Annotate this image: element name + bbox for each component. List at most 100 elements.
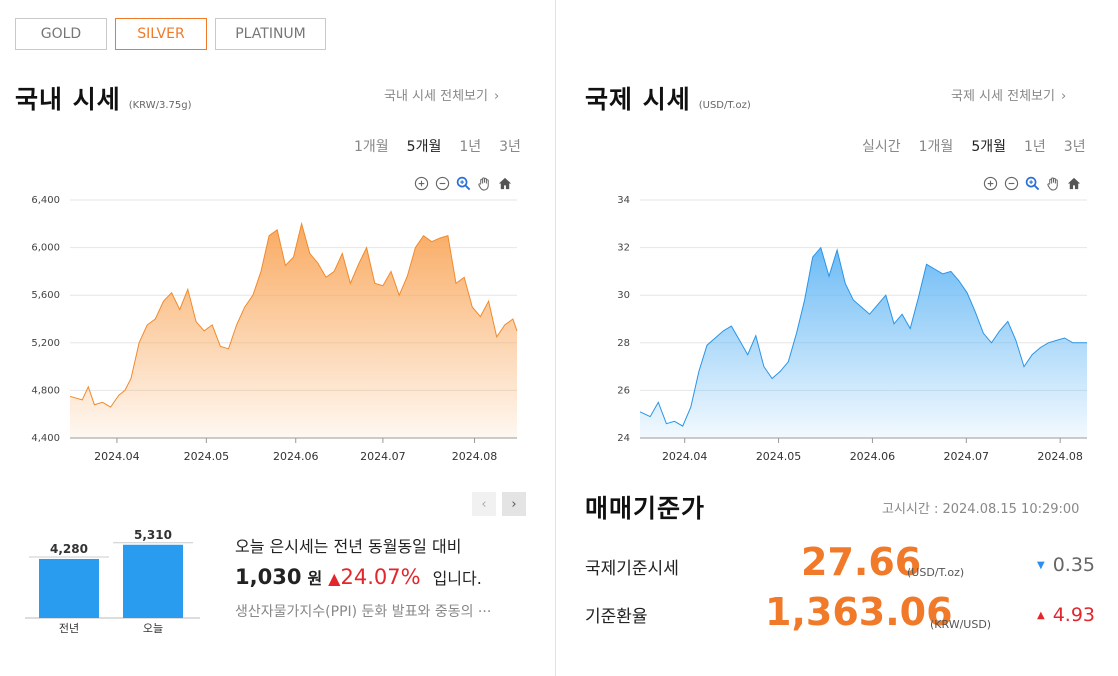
international-view-all-label: 국제 시세 전체보기 [951, 89, 1055, 104]
tab-intl-realtime[interactable]: 실시간 [862, 139, 901, 155]
international-series-line [639, 246, 1087, 427]
prev-arrow-icon[interactable]: ‹ [472, 492, 496, 516]
x-tick-label: 2024.08 [452, 450, 498, 463]
domestic-chart-tools [413, 175, 513, 191]
row-label: 기준환율 [585, 607, 648, 627]
tab-silver[interactable]: SILVER [115, 18, 207, 50]
y-tick-label: 32 [617, 243, 630, 254]
y-tick-label: 4,400 [31, 433, 60, 444]
domestic-view-all-link[interactable]: 국내 시세 전체보기 › [384, 85, 499, 104]
y-tick-label: 30 [617, 290, 630, 301]
domestic-header: 국내 시세 (KRW/3.75g) [15, 80, 192, 116]
international-view-all-link[interactable]: 국제 시세 전체보기 › [951, 85, 1066, 104]
comparison-pager: ‹ › [472, 492, 526, 516]
zoom-out-icon[interactable] [434, 175, 450, 191]
bar [123, 544, 183, 618]
row-change: ▲ 4.93 [1037, 604, 1095, 626]
y-tick-label: 34 [617, 195, 630, 206]
x-tick-label: 2024.04 [662, 450, 708, 463]
row-change-value: 4.93 [1052, 604, 1095, 626]
diff-tail: 입니다. [432, 569, 482, 588]
domestic-period-tabs: 1개월 5개월 1년 3년 [354, 136, 521, 156]
tab-intl-1m[interactable]: 1개월 [918, 139, 954, 155]
row-unit: (USD/T.oz) [907, 566, 965, 579]
international-price-chart[interactable]: 24 26 28 30 32 34 2024.04 2024.05 2024.06 2024.07… [585, 185, 1105, 475]
diff-percent-value: 24.07% [340, 565, 421, 589]
row-unit: (KRW/USD) [930, 618, 992, 631]
x-tick-label: 2024.06 [850, 450, 896, 463]
bar-category-label: 오늘 [143, 622, 163, 635]
tab-gold[interactable]: GOLD [15, 18, 107, 50]
reset-home-icon[interactable] [497, 175, 513, 191]
y-tick-label: 24 [617, 433, 630, 444]
tab-intl-5m[interactable]: 5개월 [971, 139, 1006, 155]
domestic-unit: (KRW/3.75g) [128, 100, 192, 111]
base-price-row-exchange: 기준환율 1,363.06 (KRW/USD) ▲ 4.93 [585, 590, 1095, 640]
diff-percent: ▲24.07% [328, 565, 420, 589]
y-tick-label: 28 [617, 338, 630, 349]
year-compare-chart: 4,280 전년 5,310 오늘 [25, 528, 200, 635]
y-tick-label: 5,200 [31, 338, 60, 349]
domestic-title: 국내 시세 [15, 85, 121, 114]
international-period-tabs: 실시간 1개월 5개월 1년 3년 [862, 136, 1086, 156]
reset-home-icon[interactable] [1066, 175, 1082, 191]
zoom-select-icon[interactable] [455, 175, 471, 191]
base-price-row-international: 국제기준시세 27.66 (USD/T.oz) ▼ 0.35 [585, 540, 1095, 590]
zoom-out-icon[interactable] [1003, 175, 1019, 191]
pan-hand-icon[interactable] [1045, 175, 1061, 191]
bar-category-label: 전년 [59, 622, 79, 635]
news-headline-link[interactable]: 생산자물가지수(PPI) 둔화 발표와 중동의 ··· [235, 604, 492, 620]
x-tick-label: 2024.07 [360, 450, 406, 463]
zoom-in-icon[interactable] [413, 175, 429, 191]
y-tick-label: 26 [617, 385, 630, 396]
metal-tabs: GOLD SILVER PLATINUM [15, 18, 326, 50]
row-change: ▼ 0.35 [1037, 554, 1095, 576]
notice-time: 고시시간 : 2024.08.15 10:29:00 [882, 502, 1080, 517]
zoom-in-icon[interactable] [982, 175, 998, 191]
domestic-view-all-label: 국내 시세 전체보기 [384, 89, 488, 104]
international-series-area [640, 247, 1087, 438]
chevron-right-icon: › [1060, 89, 1067, 104]
pan-hand-icon[interactable] [476, 175, 492, 191]
chevron-right-icon: › [493, 89, 500, 104]
tab-intl-3y[interactable]: 3년 [1063, 139, 1086, 155]
x-tick-label: 2024.08 [1037, 450, 1083, 463]
row-label: 국제기준시세 [585, 559, 679, 579]
y-tick-label: 6,400 [31, 195, 60, 206]
international-unit: (USD/T.oz) [698, 100, 751, 111]
y-tick-label: 6,000 [31, 243, 60, 254]
zoom-select-icon[interactable] [1024, 175, 1040, 191]
bar-value-label: 5,310 [134, 528, 172, 542]
international-title: 국제 시세 [585, 85, 691, 114]
comparison-line: 오늘 은시세는 전년 동월동일 대비 [235, 537, 462, 556]
down-triangle-icon: ▼ [1036, 559, 1045, 571]
x-tick-label: 2024.05 [756, 450, 802, 463]
diff-amount: 1,030 [235, 565, 302, 589]
row-change-value: 0.35 [1052, 554, 1095, 576]
domestic-series-line [69, 221, 518, 408]
x-tick-label: 2024.07 [944, 450, 990, 463]
tab-domestic-1y[interactable]: 1년 [459, 139, 482, 155]
tab-intl-1y[interactable]: 1년 [1023, 139, 1046, 155]
y-tick-label: 4,800 [31, 385, 60, 396]
bar [39, 558, 99, 618]
tab-domestic-1m[interactable]: 1개월 [354, 139, 389, 155]
international-header: 국제 시세 (USD/T.oz) [585, 80, 751, 116]
international-chart-tools [982, 175, 1082, 191]
row-value: 27.66 [801, 540, 922, 584]
base-price-title: 매매기준가 [585, 494, 706, 523]
next-arrow-icon[interactable]: › [502, 492, 526, 516]
up-triangle-icon: ▲ [328, 569, 341, 588]
x-tick-label: 2024.05 [184, 450, 230, 463]
tab-domestic-5m[interactable]: 5개월 [406, 139, 442, 155]
tab-domestic-3y[interactable]: 3년 [499, 139, 521, 155]
y-tick-label: 5,600 [31, 290, 60, 301]
domestic-price-chart[interactable]: 4,400 4,800 5,200 5,600 6,000 6,400 2024.04 202… [15, 185, 535, 475]
comparison-diff-line: 1,030 원 ▲24.07% 입니다. [235, 565, 525, 589]
row-value: 1,363.06 [765, 590, 953, 634]
section-divider [555, 0, 556, 676]
x-tick-label: 2024.04 [94, 450, 140, 463]
domestic-series-area [70, 223, 517, 438]
tab-platinum[interactable]: PLATINUM [215, 18, 326, 50]
